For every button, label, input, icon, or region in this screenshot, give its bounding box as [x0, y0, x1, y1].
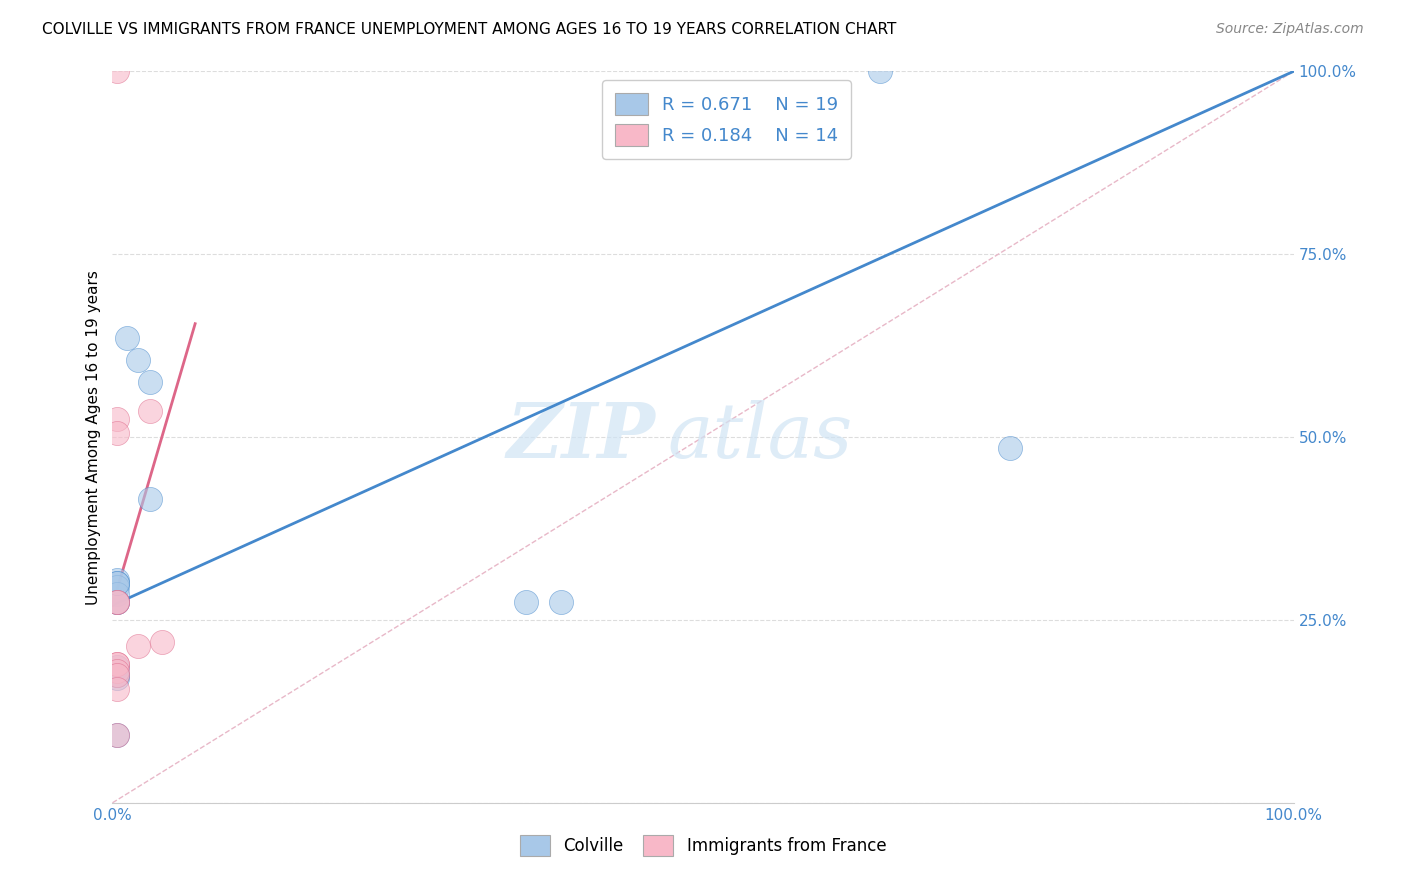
Point: [115, 331, 138, 345]
Point: [105, 728, 128, 742]
Point: [105, 426, 128, 441]
Point: [105, 667, 128, 681]
Point: [105, 728, 128, 742]
Point: [105, 594, 128, 608]
Point: [105, 664, 128, 678]
Text: ZIP: ZIP: [508, 401, 655, 474]
Point: [105, 573, 128, 587]
Point: [105, 576, 128, 591]
Point: [105, 580, 128, 594]
Point: [139, 492, 162, 507]
Point: [105, 657, 128, 671]
Point: [127, 639, 149, 653]
Legend: Colville, Immigrants from France: Colville, Immigrants from France: [512, 827, 894, 864]
Point: [105, 64, 128, 78]
Point: [105, 594, 128, 608]
Point: [515, 594, 537, 608]
Point: [105, 657, 128, 671]
Point: [105, 682, 128, 697]
Text: atlas: atlas: [668, 401, 853, 474]
Point: [127, 353, 149, 368]
Text: COLVILLE VS IMMIGRANTS FROM FRANCE UNEMPLOYMENT AMONG AGES 16 TO 19 YEARS CORREL: COLVILLE VS IMMIGRANTS FROM FRANCE UNEMP…: [42, 22, 897, 37]
Point: [105, 587, 128, 601]
Point: [105, 667, 128, 681]
Point: [105, 594, 128, 608]
Point: [550, 594, 572, 608]
Point: [105, 594, 128, 608]
Point: [139, 376, 162, 390]
Text: Source: ZipAtlas.com: Source: ZipAtlas.com: [1216, 22, 1364, 37]
Point: [998, 441, 1021, 455]
Point: [105, 576, 128, 591]
Point: [150, 635, 173, 649]
Point: [105, 412, 128, 426]
Point: [139, 404, 162, 418]
Point: [105, 672, 128, 686]
Y-axis label: Unemployment Among Ages 16 to 19 years: Unemployment Among Ages 16 to 19 years: [86, 269, 101, 605]
Point: [869, 64, 891, 78]
Point: [105, 660, 128, 674]
